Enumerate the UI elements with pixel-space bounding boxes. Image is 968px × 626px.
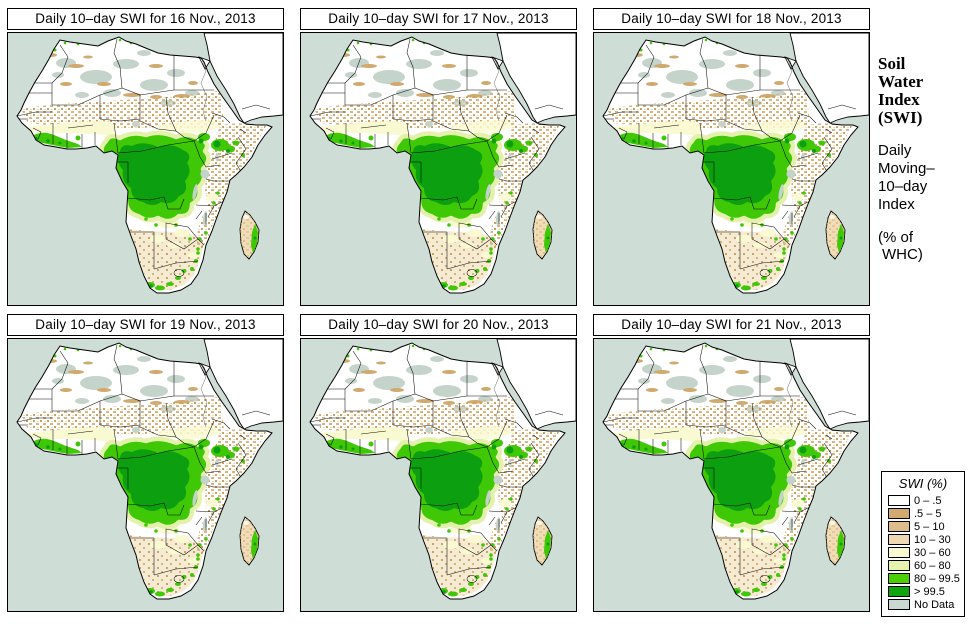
legend-label: 60 – 80 xyxy=(914,559,951,572)
africa-swi-map xyxy=(593,338,870,612)
legend-label: > 99.5 xyxy=(914,585,945,598)
legend-swatch xyxy=(888,508,910,519)
legend-item: No Data xyxy=(882,598,964,611)
figure-units-line: (% of xyxy=(878,229,914,246)
panel-title: Daily 10–day SWI for 20 Nov., 2013 xyxy=(300,314,577,336)
legend-swatch xyxy=(888,534,910,545)
panel-title: Daily 10–day SWI for 16 Nov., 2013 xyxy=(7,8,284,30)
map-panel-1: Daily 10–day SWI for 16 Nov., 2013 xyxy=(7,8,284,306)
panel-title: Daily 10–day SWI for 18 Nov., 2013 xyxy=(593,8,870,30)
africa-map-graphic xyxy=(8,339,283,611)
legend-swatch xyxy=(888,586,910,597)
figure-title-line: Soil xyxy=(878,54,906,73)
legend-swatch xyxy=(888,495,910,506)
africa-map-graphic xyxy=(594,339,869,611)
figure-units-line: WHC) xyxy=(882,246,923,263)
figure-units: (% of WHC) xyxy=(878,229,968,263)
legend-label: 30 – 60 xyxy=(914,546,951,559)
swi-legend: SWI (%) 0 – .5 .5 – 5 5 – 10 10 – 30 30 … xyxy=(881,471,965,617)
map-panel-2: Daily 10–day SWI for 17 Nov., 2013 xyxy=(300,8,577,306)
legend-item: 0 – .5 xyxy=(882,494,964,507)
legend-swatch xyxy=(888,560,910,571)
africa-map-graphic xyxy=(301,339,576,611)
panel-title: Daily 10–day SWI for 19 Nov., 2013 xyxy=(7,314,284,336)
africa-swi-map xyxy=(7,338,284,612)
africa-map-graphic xyxy=(301,33,576,305)
figure-subtitle-line: Moving– xyxy=(878,160,935,177)
legend-item: 5 – 10 xyxy=(882,520,964,533)
legend-label: No Data xyxy=(914,598,955,611)
africa-swi-map xyxy=(300,338,577,612)
africa-map-graphic xyxy=(594,33,869,305)
legend-item: .5 – 5 xyxy=(882,507,964,520)
figure-title-line: Water xyxy=(878,72,924,91)
legend-label: 80 – 99.5 xyxy=(914,572,960,585)
figure-subtitle-line: Index xyxy=(878,196,915,213)
africa-map-graphic xyxy=(8,33,283,305)
legend-label: 5 – 10 xyxy=(914,520,945,533)
legend-item: 60 – 80 xyxy=(882,559,964,572)
legend-label: .5 – 5 xyxy=(914,507,942,520)
africa-swi-map xyxy=(593,32,870,306)
figure-title-line: Index xyxy=(878,90,920,109)
legend-label: 0 – .5 xyxy=(914,494,942,507)
legend-swatch xyxy=(888,547,910,558)
figure-title: Soil Water Index (SWI) xyxy=(878,55,968,127)
map-panel-3: Daily 10–day SWI for 18 Nov., 2013 xyxy=(593,8,870,306)
legend-swatch xyxy=(888,521,910,532)
figure-title-line: (SWI) xyxy=(878,108,923,127)
map-panel-5: Daily 10–day SWI for 20 Nov., 2013 xyxy=(300,314,577,612)
legend-label: 10 – 30 xyxy=(914,533,951,546)
africa-swi-map xyxy=(7,32,284,306)
map-panel-4: Daily 10–day SWI for 19 Nov., 2013 xyxy=(7,314,284,612)
legend-swatch xyxy=(888,573,910,584)
panel-title: Daily 10–day SWI for 17 Nov., 2013 xyxy=(300,8,577,30)
legend-item: 30 – 60 xyxy=(882,546,964,559)
figure-subtitle-line: 10–day xyxy=(878,178,928,195)
africa-swi-map xyxy=(300,32,577,306)
legend-item: 80 – 99.5 xyxy=(882,572,964,585)
legend-item: 10 – 30 xyxy=(882,533,964,546)
figure-subtitle: Daily Moving– 10–day Index xyxy=(878,142,968,214)
sidebar: Soil Water Index (SWI) Daily Moving– 10–… xyxy=(878,0,968,264)
figure-subtitle-line: Daily xyxy=(878,142,912,159)
map-panel-6: Daily 10–day SWI for 21 Nov., 2013 xyxy=(593,314,870,612)
legend-item: > 99.5 xyxy=(882,585,964,598)
legend-swatch xyxy=(888,599,910,610)
panel-title: Daily 10–day SWI for 21 Nov., 2013 xyxy=(593,314,870,336)
legend-title: SWI (%) xyxy=(898,476,948,491)
